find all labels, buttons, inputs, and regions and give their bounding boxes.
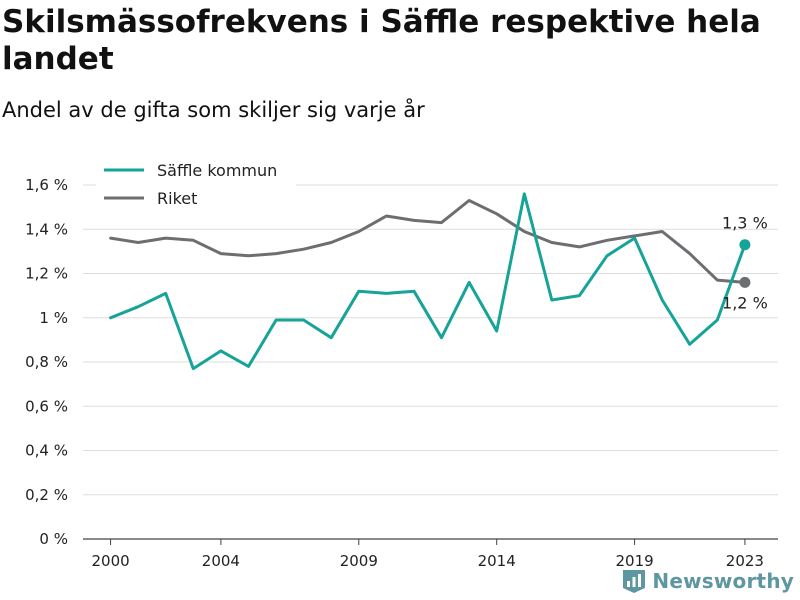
series-line-riket bbox=[109, 199, 747, 284]
end-point-saffle bbox=[739, 239, 751, 251]
y-tick-label: 0,2 % bbox=[25, 486, 68, 504]
x-tick-label: 2000 bbox=[91, 552, 129, 570]
brand-logo: Newsworthy bbox=[621, 568, 794, 594]
end-labels: 1,3 % 1,2 % bbox=[722, 214, 768, 313]
x-tick-label: 2004 bbox=[202, 552, 240, 570]
y-tick-label: 1,4 % bbox=[25, 220, 68, 238]
x-tick-label: 2009 bbox=[340, 552, 378, 570]
x-tick-label: 2023 bbox=[726, 552, 764, 570]
x-tick-label: 2019 bbox=[615, 552, 653, 570]
series-lines bbox=[109, 192, 751, 371]
chart-subtitle: Andel av de gifta som skiljer sig varje … bbox=[2, 98, 425, 122]
x-tick-label: 2014 bbox=[478, 552, 516, 570]
newsworthy-logo-icon bbox=[623, 570, 646, 593]
legend-label: Riket bbox=[157, 189, 197, 208]
y-tick-label: 0,8 % bbox=[25, 353, 68, 371]
chart-title: Skilsmässofrekvens i Säffle respektive h… bbox=[2, 4, 761, 77]
axes: 0 % 0,2 % 0,4 % 0,6 % 0,8 % 1 % 1,2 % 1,4 % 1,6 … bbox=[25, 176, 764, 570]
grid-lines bbox=[83, 184, 778, 540]
end-label-riket: 1,2 % bbox=[722, 293, 768, 312]
legend: Säffle kommun Riket bbox=[96, 157, 296, 213]
series-line-saffle bbox=[109, 192, 747, 371]
legend-label: Säffle kommun bbox=[157, 161, 277, 180]
brand-name: Newsworthy bbox=[652, 569, 794, 593]
y-tick-label: 0,4 % bbox=[25, 442, 68, 460]
y-tick-label: 1 % bbox=[39, 309, 68, 327]
legend-background bbox=[96, 157, 296, 213]
y-tick-label: 0 % bbox=[39, 530, 68, 548]
y-tick-label: 0,6 % bbox=[25, 397, 68, 415]
end-label-saffle: 1,3 % bbox=[722, 214, 768, 233]
y-tick-label: 1,2 % bbox=[25, 265, 68, 283]
end-point-riket bbox=[739, 276, 751, 288]
y-tick-label: 1,6 % bbox=[25, 176, 68, 194]
